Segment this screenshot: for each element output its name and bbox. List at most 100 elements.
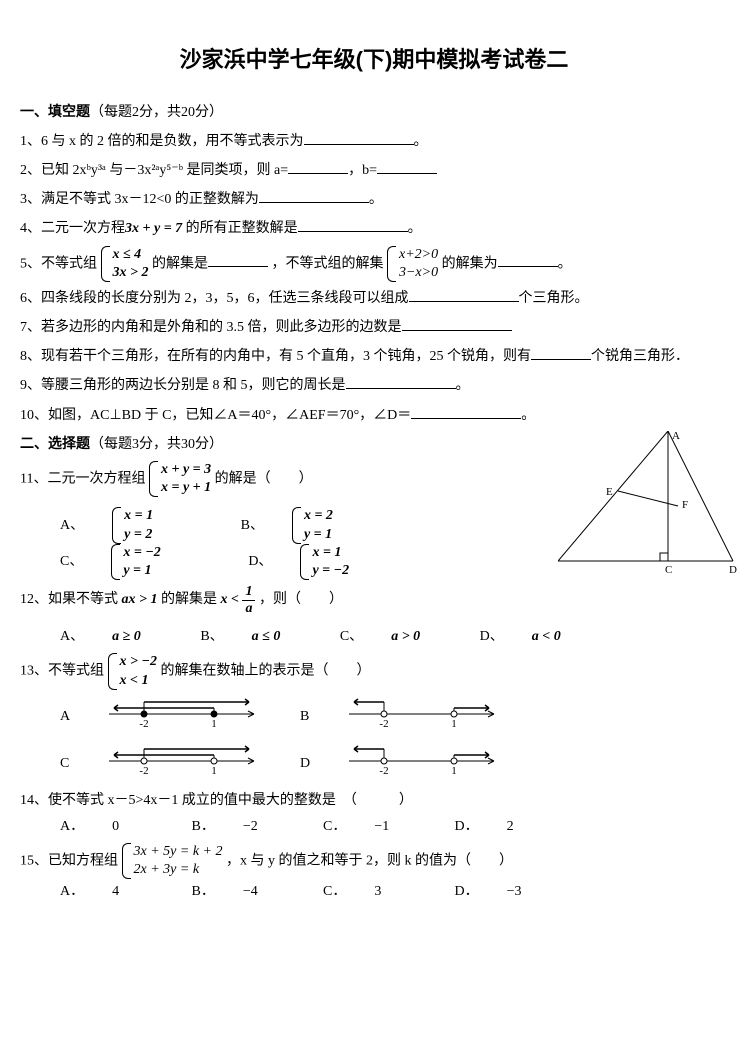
section1-header: 一、填空题（每题2分，共20分）: [20, 100, 728, 125]
q9: 9、等腰三角形的两边长分别是 8 和 5，则它的周长是。: [20, 373, 728, 398]
q15-opts: A．4 B．−4 C．3 D．−3: [60, 879, 728, 904]
q4-end: 。: [408, 221, 422, 236]
q7-blank: [402, 316, 512, 331]
q3-text: 3、满足不等式 3x－12<0 的正整数解为: [20, 192, 259, 207]
q5-sys2: x+2>0 3−x>0: [387, 246, 438, 282]
q12-opt-c-t: a > 0: [391, 624, 420, 649]
q12-opt-a: A、a ≥ 0: [60, 624, 169, 649]
q8-blank: [531, 345, 591, 360]
q4-expr: 3x + y = 7: [125, 221, 182, 236]
q11-p1: 11、二元一次方程组: [20, 471, 145, 486]
q15-opt-c-t: 3: [374, 879, 381, 904]
q15-opt-a-t: 4: [112, 879, 119, 904]
q13-label-a: A: [60, 704, 100, 729]
q4-blank: [298, 217, 408, 232]
q15-sysa: 3x + 5y = k + 2: [134, 843, 223, 861]
q15-opt-b-t: −4: [243, 879, 258, 904]
svg-text:A: A: [672, 431, 680, 442]
q11-opt-d-x: x = 1: [312, 544, 349, 562]
q11-sys: x + y = 3 x = y + 1: [149, 461, 211, 497]
svg-text:1: 1: [451, 765, 457, 775]
q7: 7、若多边形的内角和是外角和的 3.5 倍，则此多边形的边数是: [20, 315, 728, 340]
q11-opt-b: B、x = 2y = 1: [241, 507, 389, 543]
q4: 4、二元一次方程3x + y = 7 的所有正整数解是。: [20, 216, 728, 241]
q13-label-c: C: [60, 751, 100, 776]
q6-blank: [409, 287, 519, 302]
q1-blank: [304, 130, 414, 145]
q5-blank1: [208, 252, 268, 267]
q13-sysa: x > −2: [120, 653, 157, 671]
q12-e2: x <: [220, 592, 238, 607]
q5-p4: 的解集为: [442, 256, 498, 271]
q11-opt-b-y: y = 1: [304, 526, 333, 544]
q15-opt-d: D． −3: [455, 879, 555, 904]
q15-opt-b: B． −4: [192, 879, 292, 904]
q13: 13、不等式组 x > −2 x < 1 的解集在数轴上的表示是（ ） A -2…: [20, 653, 728, 784]
q11-opt-c-x: x = −2: [123, 544, 160, 562]
svg-text:C: C: [665, 564, 672, 576]
q3-blank: [259, 188, 369, 203]
svg-text:-2: -2: [139, 765, 148, 775]
q3: 3、满足不等式 3x－12<0 的正整数解为 。: [20, 187, 728, 212]
q15-opt-b-l: B．: [192, 879, 215, 904]
q5-p3: ，不等式组的解集: [271, 256, 383, 271]
q11-p2: 的解是（ ）: [215, 471, 313, 486]
q13-numline-b: -21: [344, 696, 536, 737]
q15-opt-a-l: A．: [60, 879, 84, 904]
q8: 8、现有若干个三角形，在所有的内角中，有 5 个直角，3 个钝角，25 个锐角，…: [20, 344, 728, 369]
q9-blank: [346, 374, 456, 389]
q11-opt-d-y: y = −2: [312, 562, 349, 580]
q13-p1: 13、不等式组: [20, 664, 104, 679]
q13-numline-c: -2 1: [104, 743, 296, 784]
q9-text: 9、等腰三角形的两边长分别是 8 和 5，则它的周长是: [20, 378, 346, 393]
q13-p2: 的解集在数轴上的表示是（ ）: [160, 664, 370, 679]
svg-text:1: 1: [211, 765, 217, 775]
q10: 10、如图，AC⊥BD 于 C，已知∠A＝40°，∠AEF＝70°，∠D＝。: [20, 403, 728, 428]
q13-numline-a: -21: [104, 696, 296, 737]
q1: 1、6 与 x 的 2 倍的和是负数，用不等式表示为。: [20, 129, 728, 154]
q3-end: 。: [369, 192, 383, 207]
q14-text: 14、使不等式 x－5>4x－1 成立的值中最大的整数是 （ ）: [20, 793, 413, 808]
q8-p1: 8、现有若干个三角形，在所有的内角中，有 5 个直角，3 个钝角，25 个锐角，…: [20, 349, 531, 364]
q14-opt-a: A．0: [60, 813, 160, 838]
q12-frac-d: a: [242, 601, 255, 616]
q12-p1: 12、如果不等式: [20, 592, 118, 607]
q13-sys: x > −2 x < 1: [108, 653, 157, 689]
q11-opt-d-l: D、: [248, 549, 272, 574]
q12-frac-n: 1: [242, 584, 255, 600]
q11: 11、二元一次方程组 x + y = 3 x = y + 1 的解是（ ） AB…: [20, 461, 728, 580]
q11-opt-a-y: y = 2: [124, 526, 153, 544]
q14-opt-b: B． −2: [192, 813, 292, 838]
q13-label-d: D: [300, 751, 340, 776]
q12-opt-d: D、a < 0: [480, 624, 589, 649]
q5-p1: 5、不等式组: [20, 256, 97, 271]
q10-text: 10、如图，AC⊥BD 于 C，已知∠A＝40°，∠AEF＝70°，∠D＝: [20, 408, 411, 423]
q4-p1: 4、二元一次方程: [20, 221, 125, 236]
q14-opt-c: C．−1: [323, 813, 423, 838]
q11-sysb: x = y + 1: [161, 479, 211, 497]
q13-opts: A -21 B -21 C -21 D -21: [60, 696, 728, 784]
section1-note: （每题2分，共20分）: [90, 105, 223, 120]
q12-opt-a-l: A、: [60, 624, 84, 649]
q12-p3: ，则（ ）: [259, 592, 343, 607]
q6-text: 6、四条线段的长度分别为 2，3，5，6，任选三条线段可以组成: [20, 291, 409, 306]
q12-opt-d-l: D、: [480, 624, 504, 649]
q12-opt-b-l: B、: [200, 624, 223, 649]
svg-text:1: 1: [211, 718, 217, 728]
q11-opt-a: A、x = 1y = 2: [60, 507, 209, 543]
q11-opt-d: D、 x = 1y = −2: [248, 544, 405, 580]
q8-p2: 个锐角三角形．: [591, 349, 689, 364]
svg-text:1: 1: [451, 718, 457, 728]
q12-opt-b: B、a ≤ 0: [200, 624, 308, 649]
q5-sys2a: x+2>0: [399, 246, 438, 264]
q12-e1: ax > 1: [122, 592, 158, 607]
q14-opt-b-t: −2: [243, 814, 258, 839]
q14-opt-d-l: D．: [455, 814, 479, 839]
q14-opt-b-l: B．: [192, 814, 215, 839]
q15-opt-d-l: D．: [455, 879, 479, 904]
q7-text: 7、若多边形的内角和是外角和的 3.5 倍，则此多边形的边数是: [20, 320, 402, 335]
q15-opt-d-t: −3: [507, 879, 522, 904]
q15-opt-a: A． 4: [60, 879, 160, 904]
q14-opts: A．0 B．−2 C．−1 D．2: [60, 813, 728, 838]
q1-end: 。: [414, 134, 428, 149]
